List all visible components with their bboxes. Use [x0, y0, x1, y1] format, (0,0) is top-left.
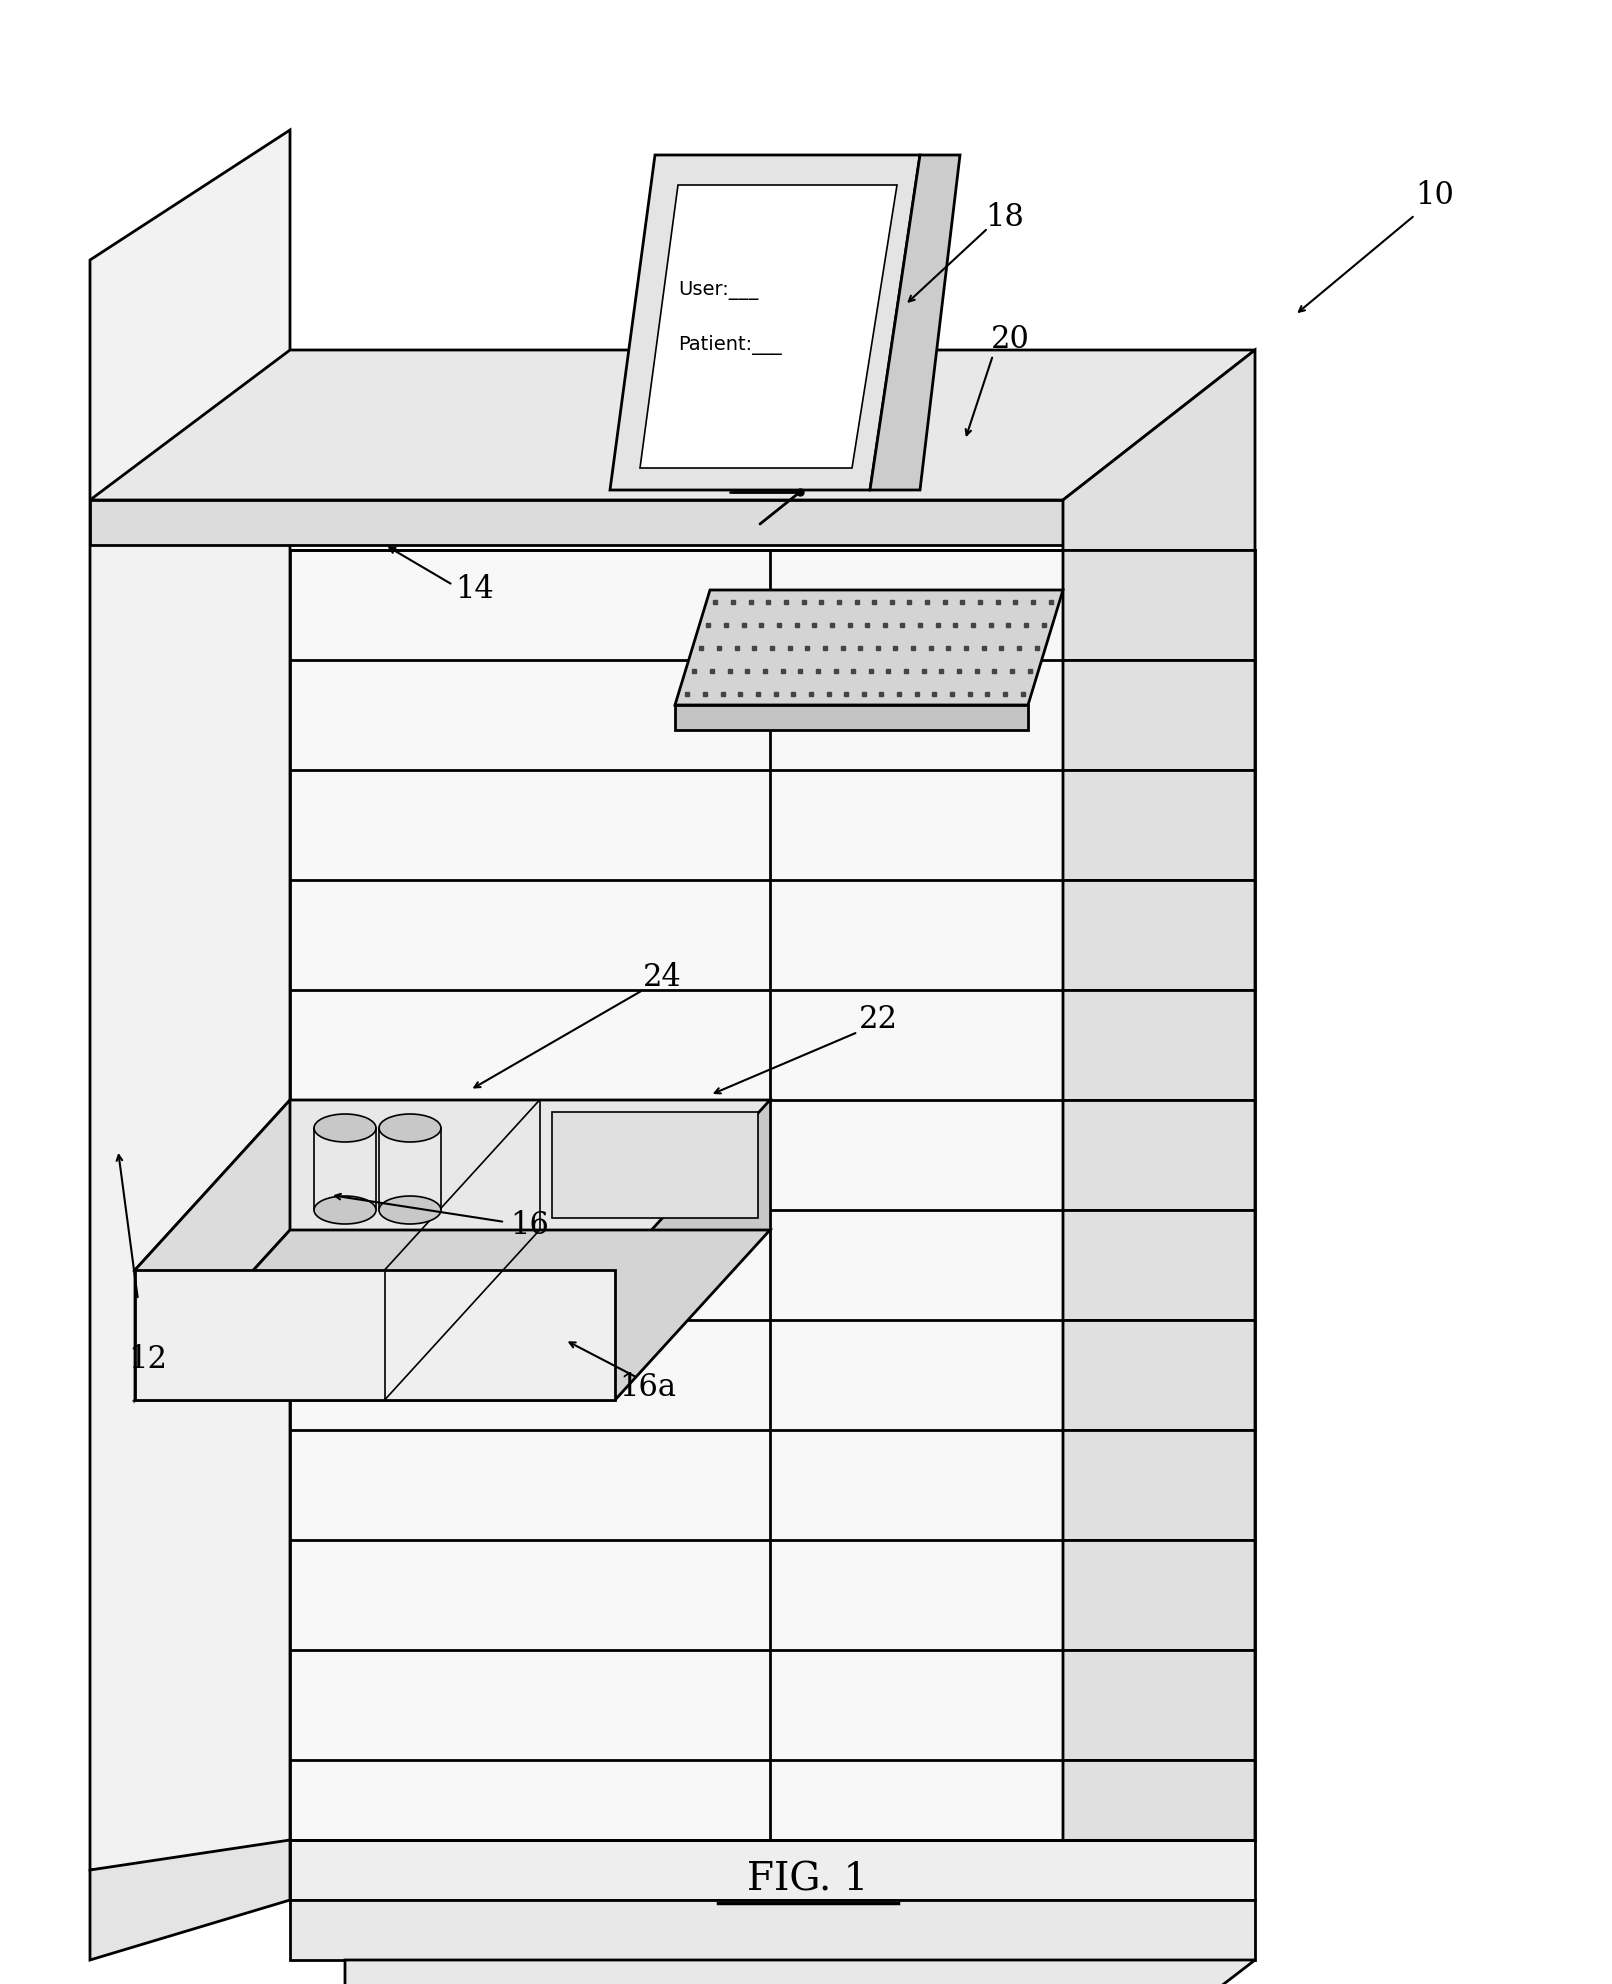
- Polygon shape: [609, 155, 920, 490]
- Ellipse shape: [314, 1113, 376, 1143]
- Polygon shape: [290, 550, 1256, 1839]
- Polygon shape: [675, 704, 1028, 730]
- Polygon shape: [135, 1270, 616, 1401]
- Polygon shape: [290, 1839, 1256, 1901]
- Polygon shape: [1062, 349, 1256, 1940]
- Polygon shape: [290, 1901, 1256, 1960]
- Polygon shape: [135, 1099, 771, 1270]
- Polygon shape: [640, 185, 896, 468]
- Ellipse shape: [379, 1196, 442, 1224]
- Polygon shape: [90, 131, 290, 1871]
- Text: 10: 10: [1415, 179, 1454, 210]
- Polygon shape: [135, 1230, 771, 1401]
- Text: 16a: 16a: [619, 1373, 677, 1403]
- Polygon shape: [675, 589, 1062, 704]
- Polygon shape: [135, 1099, 290, 1401]
- Ellipse shape: [314, 1196, 376, 1224]
- Ellipse shape: [379, 1113, 442, 1143]
- Text: FIG. 1: FIG. 1: [748, 1861, 869, 1899]
- Text: 24: 24: [643, 962, 682, 994]
- Text: 14: 14: [456, 575, 495, 605]
- Polygon shape: [345, 1960, 1256, 1984]
- Polygon shape: [90, 349, 1256, 500]
- Polygon shape: [290, 1099, 771, 1230]
- Polygon shape: [551, 1111, 758, 1218]
- Text: User:___: User:___: [679, 280, 758, 300]
- Text: 16: 16: [511, 1210, 550, 1240]
- Polygon shape: [90, 500, 1062, 546]
- Text: 18: 18: [985, 202, 1025, 234]
- Text: Patient:___: Patient:___: [679, 335, 782, 355]
- Text: 12: 12: [129, 1345, 168, 1375]
- Polygon shape: [90, 1839, 290, 1960]
- Polygon shape: [870, 155, 961, 490]
- Text: 22: 22: [859, 1004, 898, 1036]
- Text: 20: 20: [990, 325, 1030, 355]
